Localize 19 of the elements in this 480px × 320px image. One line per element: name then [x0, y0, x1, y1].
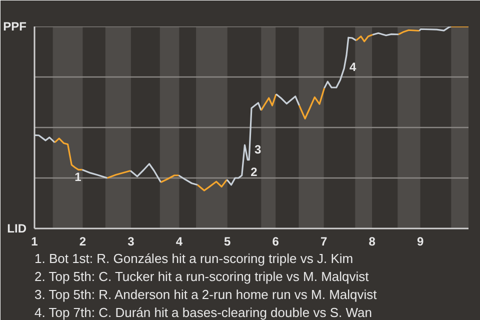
x-tick-label: 3: [128, 234, 135, 248]
x-tick-label: 7: [320, 234, 328, 248]
annotation: 3: [254, 142, 262, 157]
x-tick-label: 6: [272, 234, 280, 248]
x-tick-label: 9: [416, 234, 424, 248]
x-tick-label: 1: [31, 234, 38, 248]
x-tick-label: 8: [368, 234, 376, 248]
annotation: 1: [74, 170, 82, 184]
annotation: 2: [250, 164, 258, 179]
x-tick-label: 4: [176, 234, 183, 248]
text: LID: [7, 222, 27, 236]
text: 3. Top 5th: R. Anderson hit a 2-run home run vs M. Malqvist: [34, 287, 378, 302]
text: 4. Top 7th: C. Durán hit a bases-clearing double vs S. Wan: [34, 305, 372, 320]
annotation: 4: [350, 60, 356, 74]
x-tick-label: 5: [224, 234, 232, 248]
text: 1. Bot 1st: R. Gonzáles hit a run-scoring triple vs J. Kim: [34, 251, 354, 266]
text: 2. Top 5th: C. Tucker hit a run-scoring triple vs M. Malqvist: [34, 269, 370, 284]
x-tick-label: 2: [79, 234, 86, 248]
text: PPF: [3, 20, 27, 34]
